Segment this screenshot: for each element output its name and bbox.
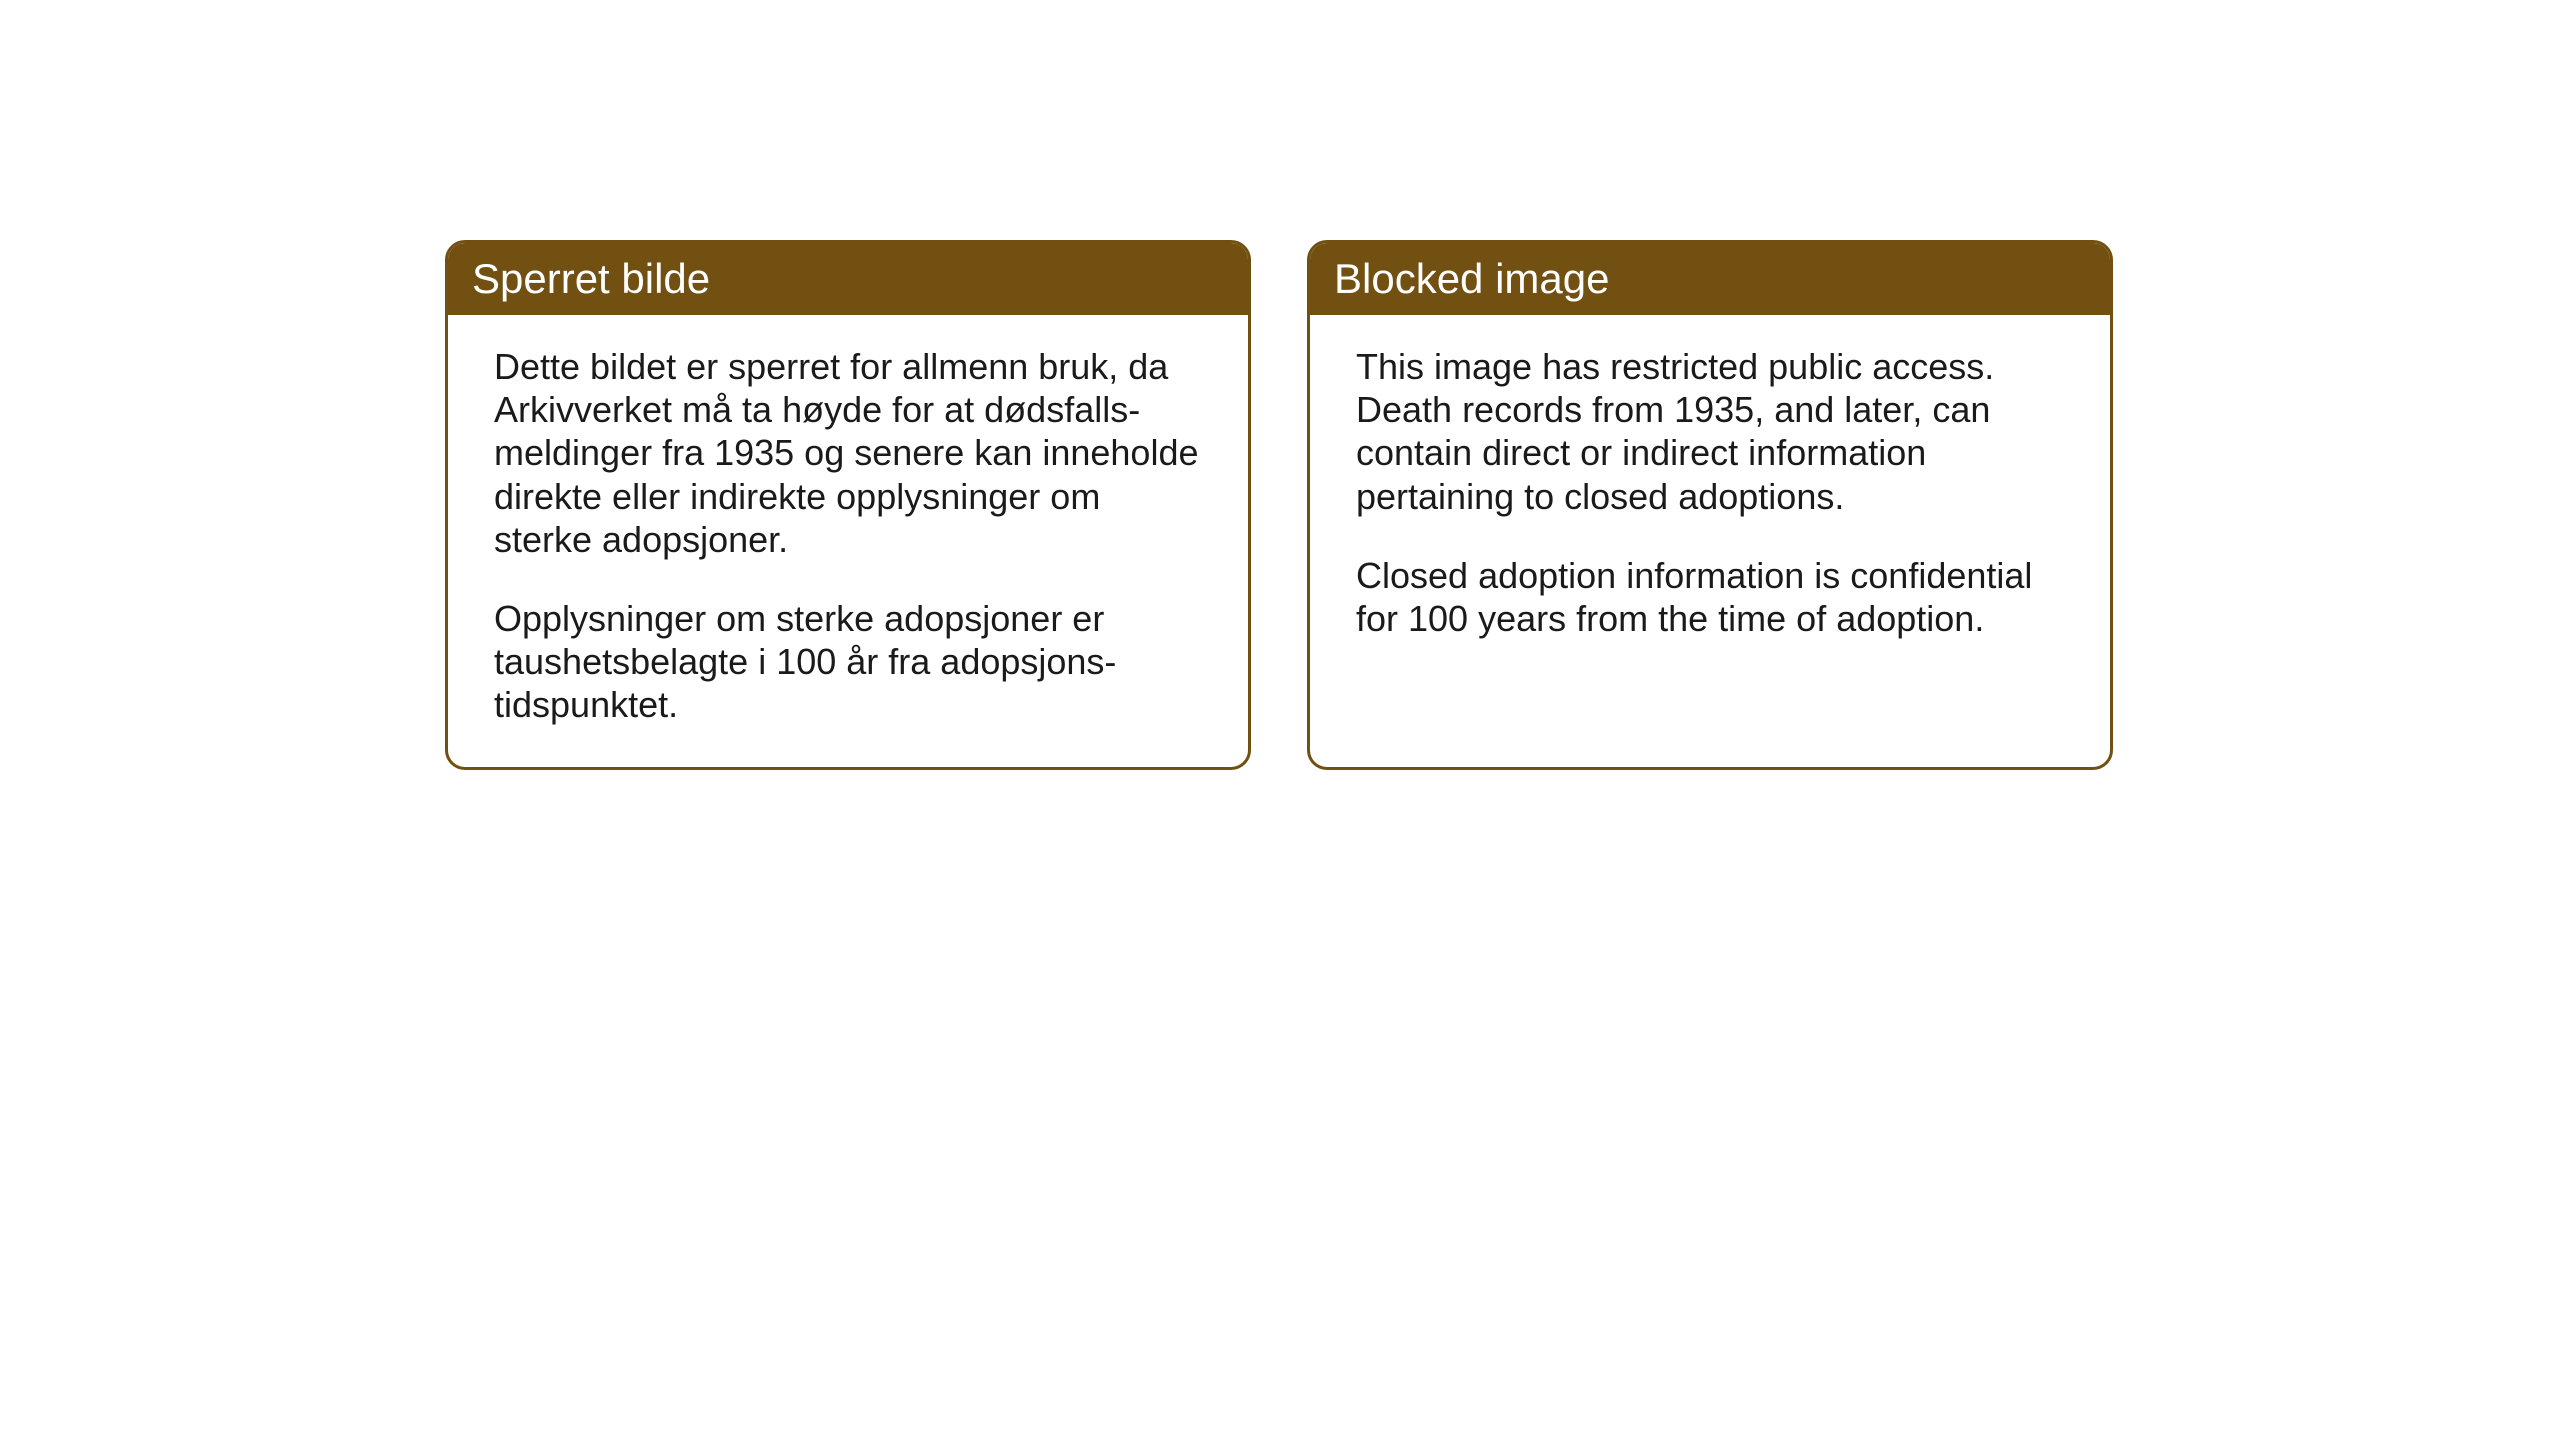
english-card-header: Blocked image — [1310, 243, 2110, 315]
cards-container: Sperret bilde Dette bildet er sperret fo… — [0, 0, 2560, 770]
english-card-body: This image has restricted public access.… — [1310, 315, 2110, 755]
norwegian-paragraph-1: Dette bildet er sperret for allmenn bruk… — [494, 345, 1202, 561]
norwegian-card-title: Sperret bilde — [472, 255, 710, 302]
norwegian-card: Sperret bilde Dette bildet er sperret fo… — [445, 240, 1251, 770]
norwegian-paragraph-2: Opplysninger om sterke adopsjoner er tau… — [494, 597, 1202, 727]
english-card-title: Blocked image — [1334, 255, 1609, 302]
english-paragraph-1: This image has restricted public access.… — [1356, 345, 2064, 518]
norwegian-card-header: Sperret bilde — [448, 243, 1248, 315]
english-paragraph-2: Closed adoption information is confident… — [1356, 554, 2064, 640]
norwegian-card-body: Dette bildet er sperret for allmenn bruk… — [448, 315, 1248, 767]
english-card: Blocked image This image has restricted … — [1307, 240, 2113, 770]
